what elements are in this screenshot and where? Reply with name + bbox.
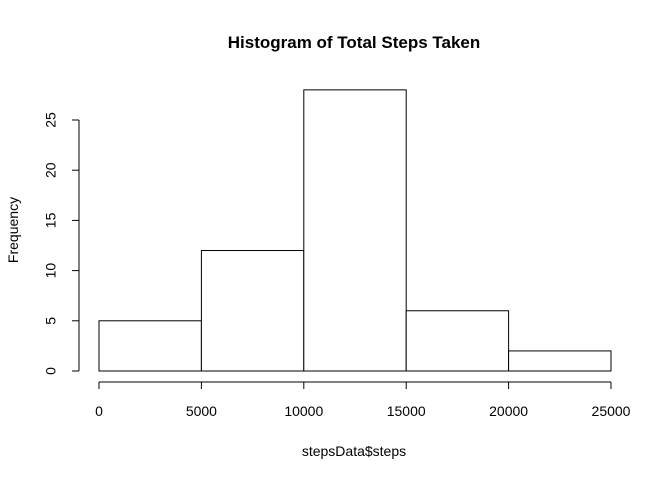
histogram-bar <box>200 250 305 372</box>
y-tick-label: 0 <box>43 367 59 375</box>
y-axis: 0 5 10 15 20 25 <box>43 112 80 375</box>
x-axis-label: stepsData$steps <box>302 443 406 459</box>
x-tick-label: 5000 <box>186 403 217 419</box>
y-tick-label: 15 <box>43 212 59 228</box>
histogram-bar <box>303 89 407 372</box>
x-tick-label: 20000 <box>489 403 528 419</box>
x-tick-label: 25000 <box>592 403 631 419</box>
y-tick-label: 5 <box>43 317 59 325</box>
chart-title: Histogram of Total Steps Taken <box>228 33 481 52</box>
y-tick-label: 25 <box>43 112 59 128</box>
x-tick-label: 0 <box>95 403 103 419</box>
y-tick-label: 10 <box>43 263 59 279</box>
y-tick-label: 20 <box>43 162 59 178</box>
histogram-bar <box>405 310 510 372</box>
histogram-bar <box>508 350 612 372</box>
x-tick-label: 15000 <box>387 403 426 419</box>
bars-group <box>98 89 612 372</box>
x-tick-label: 10000 <box>284 403 323 419</box>
histogram-bar <box>98 320 202 372</box>
y-axis-label: Frequency <box>5 197 21 263</box>
x-axis: 0 5000 10000 15000 20000 25000 <box>95 381 631 419</box>
